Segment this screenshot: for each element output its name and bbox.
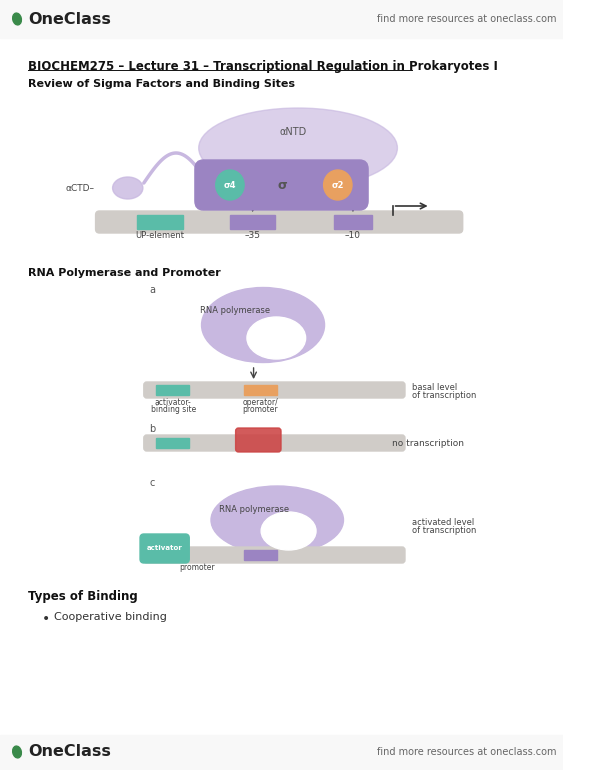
Bar	[244, 550, 277, 560]
Bar	[156, 385, 189, 395]
Bar	[0, 735, 563, 770]
Text: RNA polymerase: RNA polymerase	[199, 306, 270, 314]
Text: operator/: operator/	[242, 398, 278, 407]
Text: σ2: σ2	[331, 180, 344, 189]
Text: αCTD–: αCTD–	[65, 183, 95, 192]
Text: •: •	[42, 612, 50, 626]
Circle shape	[216, 170, 244, 200]
FancyBboxPatch shape	[144, 435, 405, 451]
FancyBboxPatch shape	[236, 428, 281, 452]
FancyBboxPatch shape	[140, 534, 189, 563]
Text: basal level: basal level	[412, 383, 457, 392]
Ellipse shape	[247, 317, 306, 359]
Bar	[156, 438, 189, 448]
Text: no transcription: no transcription	[392, 438, 464, 447]
Text: OneClass: OneClass	[29, 12, 111, 26]
Text: –35: –35	[245, 231, 261, 240]
Text: of transcription: of transcription	[412, 526, 476, 535]
Text: find more resources at oneclass.com: find more resources at oneclass.com	[377, 747, 556, 757]
Text: BIOCHEM275 – Lecture 31 – Transcriptional Regulation in Prokaryotes I: BIOCHEM275 – Lecture 31 – Transcriptiona…	[29, 60, 498, 73]
FancyBboxPatch shape	[144, 547, 405, 563]
Text: activator: activator	[147, 545, 183, 551]
Text: Cooperative binding: Cooperative binding	[54, 612, 167, 622]
Text: Types of Binding: Types of Binding	[29, 590, 138, 603]
Bar	[230, 215, 275, 229]
Ellipse shape	[202, 287, 324, 363]
Text: find more resources at oneclass.com: find more resources at oneclass.com	[377, 14, 556, 24]
Text: σ4: σ4	[224, 180, 236, 189]
Text: αNTD: αNTD	[280, 127, 307, 137]
Text: activated level: activated level	[412, 518, 474, 527]
FancyBboxPatch shape	[96, 211, 463, 233]
Ellipse shape	[12, 746, 21, 758]
Text: –10: –10	[345, 231, 361, 240]
Text: σ: σ	[277, 179, 287, 192]
Text: of transcription: of transcription	[412, 391, 476, 400]
FancyBboxPatch shape	[195, 160, 368, 210]
Ellipse shape	[261, 512, 316, 550]
Text: RNA polymerase: RNA polymerase	[218, 505, 289, 514]
Bar	[334, 215, 372, 229]
Text: a: a	[149, 285, 155, 295]
Bar	[0, 0, 563, 38]
Ellipse shape	[211, 486, 343, 554]
Text: binding site: binding site	[151, 405, 196, 414]
Text: UP-element: UP-element	[136, 231, 184, 240]
Text: OneClass: OneClass	[29, 745, 111, 759]
Bar	[137, 215, 183, 229]
Text: b: b	[149, 424, 156, 434]
Text: promoter: promoter	[179, 563, 215, 572]
Text: RNA Polymerase and Promoter: RNA Polymerase and Promoter	[29, 268, 221, 278]
Ellipse shape	[112, 177, 143, 199]
Text: c: c	[149, 478, 155, 488]
Circle shape	[324, 170, 352, 200]
Text: activator-: activator-	[155, 398, 192, 407]
Bar	[244, 385, 277, 395]
Ellipse shape	[199, 108, 397, 188]
Ellipse shape	[12, 13, 21, 25]
Text: promoter: promoter	[242, 405, 278, 414]
FancyBboxPatch shape	[144, 382, 405, 398]
Text: Review of Sigma Factors and Binding Sites: Review of Sigma Factors and Binding Site…	[29, 79, 295, 89]
